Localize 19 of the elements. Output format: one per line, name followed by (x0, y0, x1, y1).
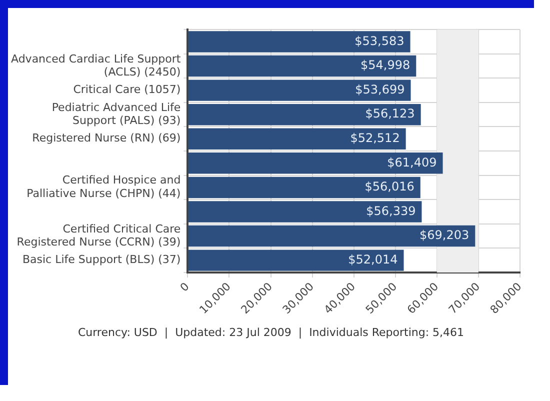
data-label: $53,699 (355, 82, 405, 96)
data-label: $54,998 (360, 58, 410, 72)
data-label: $53,583 (354, 34, 404, 48)
y-tick-label: Advanced Cardiac Life Support (ACLS) (2450) (10, 52, 182, 78)
y-tick-label: Basic Life Support (BLS) (37) (22, 253, 181, 266)
text: Currency: USD | Updated: 23 Jul 2009 | Individuals Reporting: 5,461 (76, 326, 466, 339)
y-tick-label: Certified Hospice and Palliative Nurse (CHPN) (44) (26, 174, 181, 200)
data-label: $56,123 (365, 106, 415, 121)
x-tick-label: 0 (178, 280, 192, 294)
y-tick-label: Critical Care (1057) (73, 83, 181, 96)
y-tick-label: Registered Nurse (RN) (69) (32, 132, 181, 145)
data-label: $61,409 (387, 155, 437, 170)
data-label: $52,512 (350, 131, 400, 146)
data-label: $69,203 (420, 228, 470, 242)
y-tick-label: Pediatric Advanced Life Support (PALS) (93) (52, 100, 181, 128)
data-label: $56,339 (366, 204, 416, 218)
data-label: $56,016 (364, 180, 414, 194)
data-label: $52,014 (348, 252, 398, 266)
y-tick-label: Certified Critical Care Registered Nurse (CCRN) (39) (16, 222, 181, 248)
